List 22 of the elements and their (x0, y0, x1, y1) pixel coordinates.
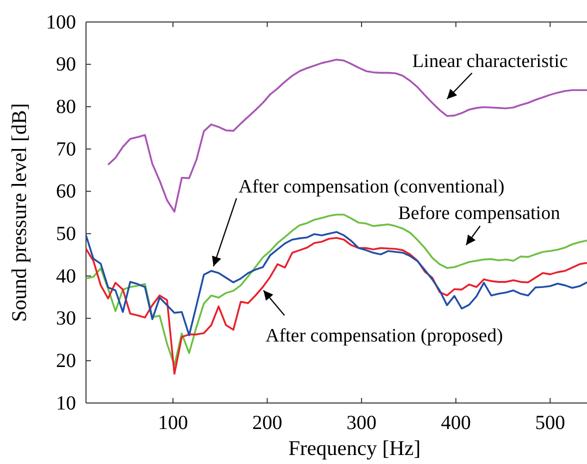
annotation: After compensation (proposed) (265, 325, 503, 346)
x-tick-label: 100 (158, 412, 188, 434)
y-tick-label: 100 (46, 11, 76, 34)
x-tick-label: 200 (252, 412, 282, 434)
y-tick-label: 60 (56, 180, 76, 203)
line-series (85, 237, 587, 375)
annotation: Before compensation (398, 203, 561, 224)
y-tick-label: 80 (56, 96, 76, 118)
y-axis-title: Sound pressure level [dB] (7, 103, 31, 322)
y-tick-label: 20 (56, 350, 76, 372)
annotation: Linear characteristic (412, 50, 568, 72)
y-tick-label: 90 (56, 54, 76, 76)
x-axis-title: Frequency [Hz] (288, 436, 421, 460)
y-tick-label: 70 (56, 138, 76, 160)
y-tick-label: 10 (56, 392, 76, 414)
x-tick-label: 400 (440, 412, 471, 434)
y-tick-label: 40 (56, 265, 76, 288)
y-tick-label: 30 (56, 308, 76, 330)
x-tick-label: 300 (346, 412, 377, 434)
y-tick-label: 50 (56, 223, 76, 246)
annotation: After compensation (conventional) (238, 176, 504, 198)
x-tick-label: 500 (535, 412, 566, 434)
